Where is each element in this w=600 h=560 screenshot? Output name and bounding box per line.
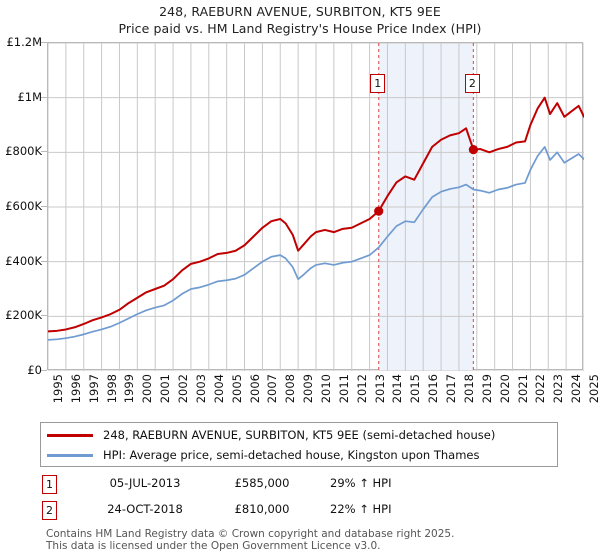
x-axis-label: 2006 <box>247 374 262 404</box>
y-axis-tick <box>41 206 47 207</box>
legend-swatch-property <box>47 434 93 437</box>
x-axis-label: 2002 <box>176 374 191 404</box>
x-axis: 1995 1996 1997 1998 1999 2000 2001 2002 2003 2004… <box>47 374 600 418</box>
x-axis-label: 2013 <box>372 374 387 404</box>
x-axis-label: 2017 <box>444 374 459 404</box>
x-axis-label: 1999 <box>122 374 137 404</box>
x-axis-label: 2012 <box>354 374 369 404</box>
x-axis-label: 2016 <box>426 374 441 404</box>
x-axis-label: 2008 <box>283 374 298 404</box>
x-axis-label: 2018 <box>461 374 476 404</box>
x-axis-label: 1995 <box>51 374 65 404</box>
y-axis-tick <box>41 151 47 153</box>
sale-point-markers <box>374 145 479 216</box>
x-axis-label: 1996 <box>68 374 83 404</box>
chart-marker-1[interactable]: 1 <box>370 74 386 93</box>
x-axis-label: 1997 <box>86 374 101 404</box>
chart-plot-area <box>47 42 584 371</box>
page-title: 248, RAEBURN AVENUE, SURBITON, KT5 9EE <box>159 4 441 19</box>
series-property-line <box>48 96 584 333</box>
x-axis-label: 2021 <box>515 374 530 404</box>
y-axis-label: £200K <box>5 308 42 323</box>
footer-attribution: Contains HM Land Registry data © Crown c… <box>46 528 586 552</box>
x-axis-label: 2001 <box>158 374 173 404</box>
x-axis-label: 2023 <box>551 374 566 404</box>
x-axis-label: 2009 <box>301 374 316 404</box>
x-axis-label: 2000 <box>140 374 155 404</box>
x-axis-label: 2005 <box>229 374 244 404</box>
y-axis-label: £1M <box>17 89 42 104</box>
x-axis-label: 1998 <box>104 374 119 404</box>
legend-row-property: 248, RAEBURN AVENUE, SURBITON, KT5 9EE (… <box>41 425 557 445</box>
chart-legend: 248, RAEBURN AVENUE, SURBITON, KT5 9EE (… <box>40 422 558 467</box>
x-axis-label: 2004 <box>211 374 226 404</box>
x-axis-label: 2003 <box>193 374 208 404</box>
y-axis-label: £1.2M <box>6 35 42 49</box>
x-axis-label: 2014 <box>390 374 405 404</box>
x-axis-label: 2011 <box>336 374 351 404</box>
y-axis: £0 £200K £400K £600K £800K £1M £1.2M <box>0 35 47 377</box>
x-axis-label: 2020 <box>497 374 512 404</box>
grid-lines <box>48 43 584 371</box>
legend-row-hpi: HPI: Average price, semi-detached house,… <box>41 445 557 465</box>
y-axis-tick <box>41 96 47 98</box>
transaction-hpi-delta-2: 22% ↑ HPI <box>330 502 392 516</box>
footer-line-2: This data is licensed under the Open Gov… <box>46 540 381 552</box>
transaction-row-2[interactable]: 2 24-OCT-2018 £810,000 22% ↑ HPI <box>40 500 560 522</box>
legend-swatch-hpi <box>47 454 93 457</box>
transaction-price-1: £585,000 <box>234 476 290 490</box>
page-subtitle: Price paid vs. HM Land Registry's House … <box>118 21 482 36</box>
chart-svg <box>48 43 584 371</box>
transaction-date-2: 24-OCT-2018 <box>107 502 183 516</box>
x-axis-label: 2010 <box>319 374 333 404</box>
y-axis-tick <box>41 42 47 43</box>
legend-label-hpi: HPI: Average price, semi-detached house,… <box>103 448 480 462</box>
y-axis-label: £800K <box>5 144 42 159</box>
y-axis-label: £400K <box>5 253 42 268</box>
transaction-badge-2: 2 <box>42 501 57 520</box>
transaction-price-2: £810,000 <box>234 502 290 516</box>
x-axis-label: 2007 <box>265 374 280 404</box>
transaction-row-1[interactable]: 1 05-JUL-2013 £585,000 29% ↑ HPI <box>40 474 560 496</box>
transaction-badge-1: 1 <box>42 475 57 494</box>
x-axis-label: 2015 <box>408 374 423 404</box>
y-axis-tick <box>41 370 47 371</box>
x-axis-label: 2024 <box>569 374 584 404</box>
x-axis-label: 2022 <box>533 374 548 404</box>
y-axis-tick <box>41 315 47 317</box>
y-axis-label: £600K <box>5 199 42 213</box>
chart-marker-2[interactable]: 2 <box>464 74 480 93</box>
x-axis-label: 2019 <box>479 374 494 404</box>
series-hpi-line <box>48 146 584 341</box>
legend-label-property: 248, RAEBURN AVENUE, SURBITON, KT5 9EE (… <box>103 428 496 442</box>
footer-line-1: Contains HM Land Registry data © Crown c… <box>46 528 455 540</box>
y-axis-tick <box>41 260 47 262</box>
transaction-date-1: 05-JUL-2013 <box>109 476 181 490</box>
x-axis-label: 2025 <box>587 374 600 404</box>
transaction-hpi-delta-1: 29% ↑ HPI <box>330 476 392 490</box>
y-axis-label: £0 <box>27 363 42 377</box>
